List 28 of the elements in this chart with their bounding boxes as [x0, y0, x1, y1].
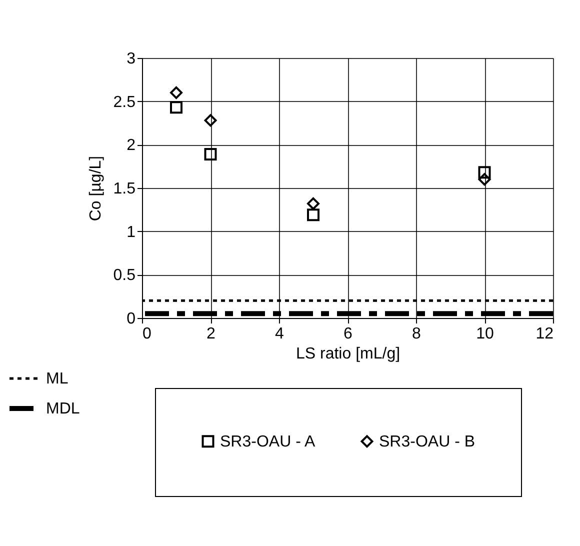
x-tick-label: 0	[142, 326, 152, 342]
legend-label: ML	[46, 370, 68, 388]
point	[478, 166, 491, 179]
point	[478, 173, 491, 186]
x-tick-label: 4	[275, 326, 284, 342]
y-tick-label: 2.5	[113, 94, 136, 111]
y-tick-label: 3	[126, 50, 136, 68]
x-tick-label: 2	[206, 326, 216, 342]
y-tick-label: 0.5	[113, 267, 136, 284]
point	[204, 114, 217, 127]
legend-label: SR3-OAU - B	[379, 433, 476, 450]
x-tick-label: 6	[344, 326, 353, 342]
point	[307, 208, 320, 222]
x-tick-label: 10	[476, 326, 494, 342]
y-tick-label: 0	[126, 310, 136, 328]
y-tick-label: 1	[126, 224, 136, 241]
x-axis-title: LS ratio [mL/g]	[296, 346, 400, 362]
y-tick-label: 1.5	[113, 180, 136, 198]
x-tick-label: 8	[412, 326, 422, 342]
y-tick-label: 2	[126, 137, 136, 154]
point	[204, 148, 217, 160]
legend-label: SR3-OAU - A	[220, 433, 316, 450]
point	[307, 197, 320, 210]
point	[170, 86, 182, 99]
legend-label: MDL	[46, 400, 80, 418]
x-tick-label: 12	[536, 326, 554, 342]
point	[170, 101, 182, 114]
y-axis-title: Co [µg/L]	[87, 156, 104, 222]
